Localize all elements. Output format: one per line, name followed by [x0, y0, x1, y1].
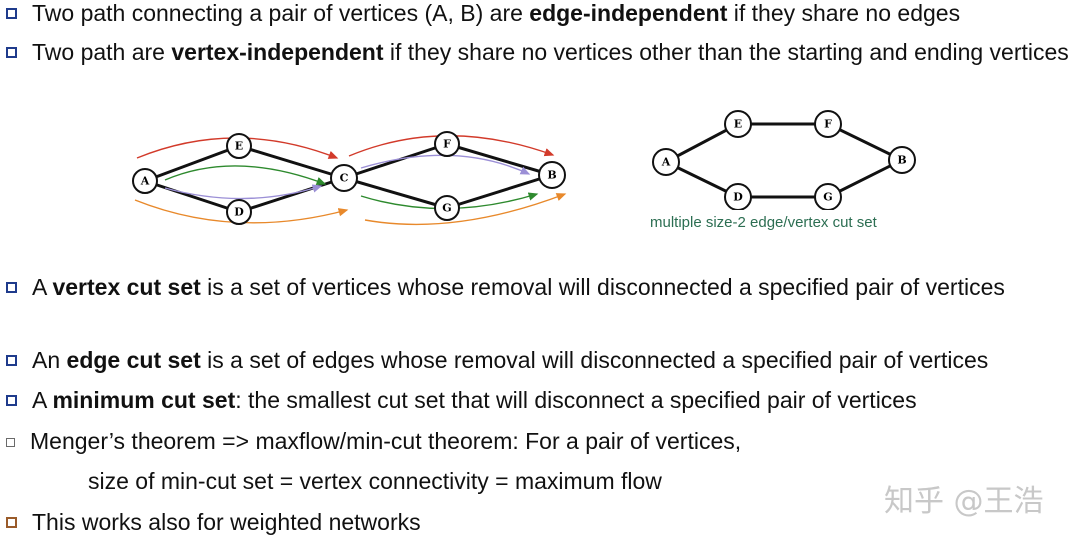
svg-text:B: B	[897, 154, 906, 167]
cut-set-caption: multiple size-2 edge/vertex cut set	[650, 214, 877, 231]
bold-term: vertex cut set	[52, 274, 201, 300]
graph-edges	[665, 122, 903, 199]
node-e: E	[724, 110, 752, 138]
svg-text:G: G	[442, 202, 451, 215]
bullet-text: An	[32, 347, 67, 373]
cut-set-diagram: A E F B D G	[652, 110, 916, 210]
bullet-text: Two path are	[32, 39, 172, 65]
svg-text:C: C	[340, 172, 349, 185]
bullet-text: A	[32, 387, 53, 413]
bullet-mengers-theorem: Menger’s theorem => maxflow/min-cut theo…	[6, 425, 1070, 458]
bullet-text: is a set of edges whose removal will dis…	[200, 347, 989, 373]
bullet-text: This works also for weighted networks	[32, 509, 421, 535]
edge-independent-paths-diagram: A E D C F G B	[132, 131, 567, 226]
node-g: G	[814, 183, 842, 210]
bullet-text: is a set of vertices whose removal will …	[200, 274, 1005, 300]
watermark: 知乎 @王浩	[884, 484, 1044, 519]
min-cut-equation: size of min-cut set = vertex connectivit…	[88, 468, 662, 494]
bold-term: vertex-independent	[171, 39, 384, 65]
svg-text:D: D	[733, 191, 743, 204]
svg-text:F: F	[824, 118, 832, 131]
bold-term: edge cut set	[66, 347, 201, 373]
bullet-minimum-cut-set: A minimum cut set: the smallest cut set …	[6, 384, 1072, 417]
bullet-text: : the smallest cut set that will disconn…	[235, 387, 917, 413]
node-a: A	[652, 148, 680, 176]
bold-term: edge-independent	[529, 0, 728, 26]
bullet-text: if they share no edges	[727, 0, 961, 26]
svg-text:A: A	[661, 156, 671, 169]
square-bullet-icon	[6, 355, 17, 366]
node-e: E	[226, 133, 252, 159]
bullet-edge-independent: Two path connecting a pair of vertices (…	[6, 0, 1072, 30]
square-bullet-icon	[6, 517, 17, 528]
svg-text:E: E	[235, 140, 243, 153]
node-d: D	[226, 199, 252, 225]
bullet-edge-cut-set: An edge cut set is a set of edges whose …	[6, 344, 1072, 377]
node-f: F	[434, 131, 460, 157]
bullet-text: Menger’s theorem => maxflow/min-cut theo…	[30, 428, 742, 454]
node-d: D	[724, 183, 752, 210]
svg-text:F: F	[443, 138, 451, 151]
node-f: F	[814, 110, 842, 138]
bullet-vertex-cut-set: A vertex cut set is a set of vertices wh…	[6, 271, 1012, 304]
svg-text:D: D	[234, 206, 244, 219]
bold-term: minimum cut set	[52, 387, 236, 413]
node-a: A	[132, 168, 158, 194]
bullet-text: Two path connecting a pair of vertices (…	[32, 0, 530, 26]
svg-text:A: A	[140, 175, 150, 188]
square-bullet-icon	[6, 8, 17, 19]
svg-text:E: E	[734, 118, 742, 131]
bullet-weighted-networks: This works also for weighted networks	[6, 506, 1072, 539]
node-g: G	[434, 195, 460, 221]
bullet-vertex-independent: Two path are vertex-independent if they …	[6, 36, 1072, 69]
square-bullet-icon	[6, 47, 17, 58]
graph-edges	[144, 142, 553, 214]
svg-text:B: B	[547, 169, 556, 182]
svg-text:G: G	[823, 191, 832, 204]
square-bullet-icon	[6, 282, 17, 293]
node-c: C	[330, 164, 358, 192]
node-b: B	[888, 146, 916, 174]
node-b: B	[538, 161, 566, 189]
square-bullet-icon	[6, 438, 15, 447]
bullet-text: A	[32, 274, 53, 300]
bullet-text: if they share no vertices other than the…	[383, 39, 1069, 65]
square-bullet-icon	[6, 395, 17, 406]
